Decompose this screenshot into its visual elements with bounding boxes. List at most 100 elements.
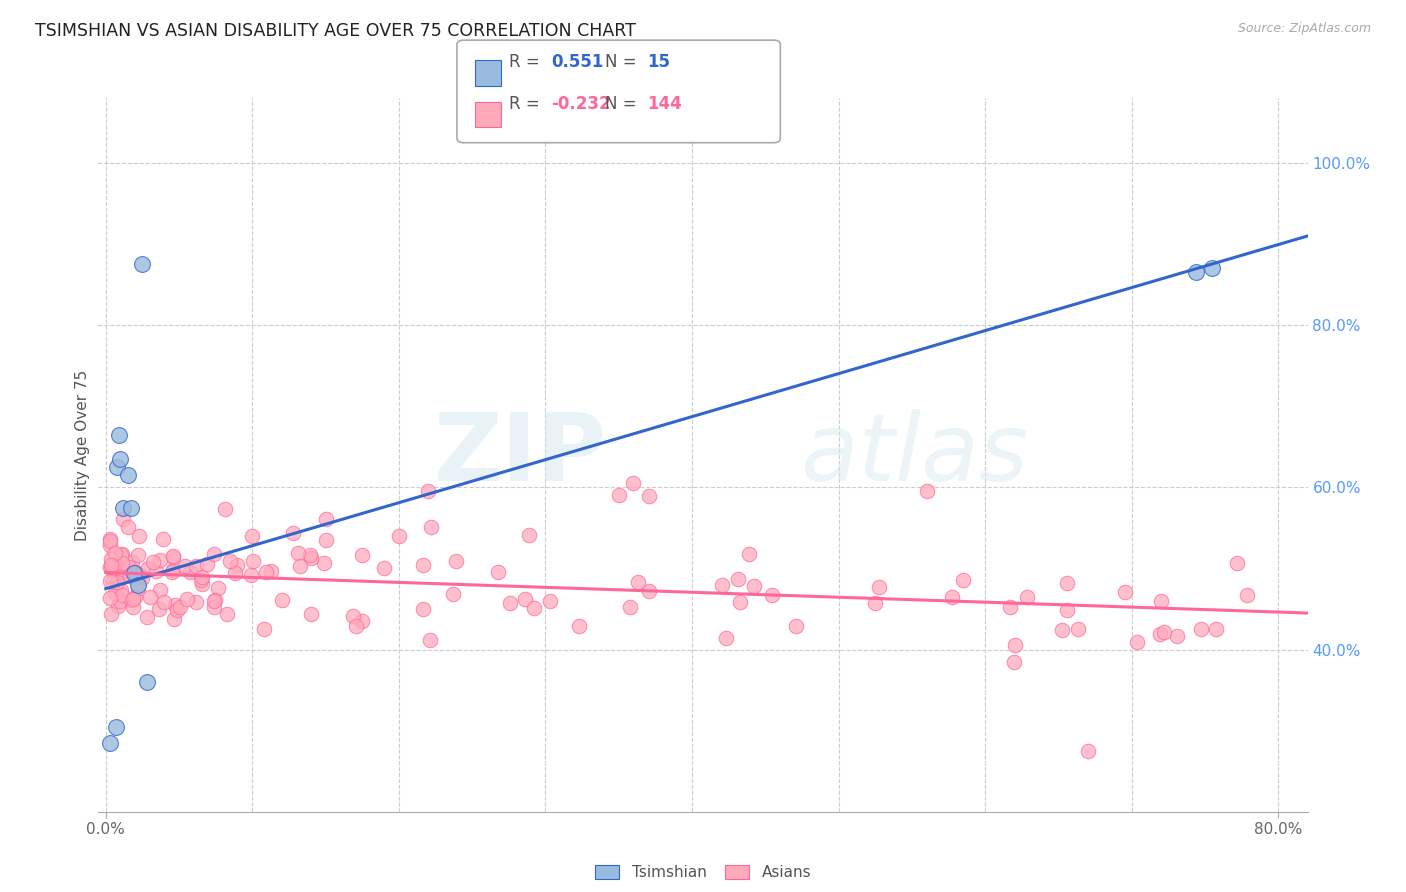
Point xyxy=(315,512,337,526)
Point xyxy=(868,581,890,595)
Point xyxy=(742,579,765,593)
Point xyxy=(101,574,124,589)
Point xyxy=(342,609,364,624)
Point xyxy=(104,586,127,600)
Point xyxy=(112,500,135,515)
Point xyxy=(127,577,149,591)
Point xyxy=(122,566,145,580)
Point xyxy=(105,720,128,734)
Point xyxy=(418,484,440,499)
Point xyxy=(714,631,737,645)
Point xyxy=(312,556,335,570)
Point xyxy=(127,548,149,562)
Point xyxy=(915,484,938,499)
Point xyxy=(162,549,184,564)
Y-axis label: Disability Age Over 75: Disability Age Over 75 xyxy=(75,369,90,541)
Point xyxy=(1015,590,1038,604)
Point xyxy=(152,595,174,609)
Text: N =: N = xyxy=(605,54,641,71)
Point xyxy=(162,549,184,563)
Point xyxy=(242,554,264,568)
Point xyxy=(152,533,174,547)
Point xyxy=(627,575,650,590)
Point xyxy=(165,598,187,612)
Point xyxy=(149,583,172,598)
Point xyxy=(98,736,121,750)
Point xyxy=(288,558,311,573)
Point xyxy=(412,602,434,616)
Point xyxy=(204,593,226,607)
Text: TSIMSHIAN VS ASIAN DISABILITY AGE OVER 75 CORRELATION CHART: TSIMSHIAN VS ASIAN DISABILITY AGE OVER 7… xyxy=(35,22,636,40)
Text: R =: R = xyxy=(509,95,546,113)
Point xyxy=(1004,655,1026,669)
Point xyxy=(224,566,246,580)
Point xyxy=(124,565,146,579)
Point xyxy=(1056,576,1078,591)
Point xyxy=(136,560,159,574)
Point xyxy=(1226,556,1249,570)
Point xyxy=(638,489,661,503)
Point xyxy=(214,501,236,516)
Text: N =: N = xyxy=(605,95,641,113)
Point xyxy=(865,595,887,609)
Point xyxy=(202,547,225,561)
Point xyxy=(1004,638,1026,652)
Point xyxy=(568,618,591,632)
Point xyxy=(136,609,159,624)
Point xyxy=(131,571,153,585)
Point xyxy=(169,600,191,615)
Point xyxy=(299,607,322,621)
Point xyxy=(120,500,142,515)
Text: atlas: atlas xyxy=(800,409,1028,500)
Point xyxy=(621,476,644,491)
Point xyxy=(1150,594,1173,608)
Point xyxy=(118,568,141,582)
Point xyxy=(419,632,441,647)
Point xyxy=(785,618,807,632)
Point xyxy=(523,601,546,615)
Point xyxy=(486,565,509,579)
Point xyxy=(1067,622,1090,636)
Point xyxy=(100,561,122,575)
Point xyxy=(100,552,122,566)
Point xyxy=(107,599,129,613)
Text: 144: 144 xyxy=(647,95,682,113)
Point xyxy=(191,576,214,591)
Point xyxy=(112,512,135,526)
Point xyxy=(190,574,212,588)
Point xyxy=(179,565,201,579)
Point xyxy=(163,612,186,626)
Point xyxy=(1189,622,1212,636)
Point xyxy=(117,520,139,534)
Point xyxy=(419,520,441,534)
Point xyxy=(100,607,122,622)
Point xyxy=(108,427,131,442)
Point xyxy=(129,567,152,582)
Point xyxy=(184,559,207,574)
Point xyxy=(120,592,142,607)
Point xyxy=(730,595,752,609)
Point xyxy=(160,565,183,579)
Point xyxy=(128,529,150,543)
Point xyxy=(190,570,212,584)
Point xyxy=(110,594,132,608)
Point xyxy=(162,563,184,577)
Point xyxy=(1126,635,1149,649)
Point xyxy=(1201,261,1223,276)
Point xyxy=(607,488,630,502)
Point xyxy=(139,590,162,604)
Point xyxy=(148,602,170,616)
Point xyxy=(444,554,467,568)
Point xyxy=(131,257,153,271)
Point xyxy=(184,595,207,609)
Point xyxy=(727,572,749,586)
Point xyxy=(218,554,240,568)
Point xyxy=(202,599,225,614)
Point xyxy=(240,568,263,582)
Point xyxy=(110,452,132,467)
Point xyxy=(710,578,733,592)
Point xyxy=(941,590,963,604)
Point xyxy=(107,569,129,583)
Point xyxy=(98,532,121,546)
Text: 0.551: 0.551 xyxy=(551,54,603,71)
